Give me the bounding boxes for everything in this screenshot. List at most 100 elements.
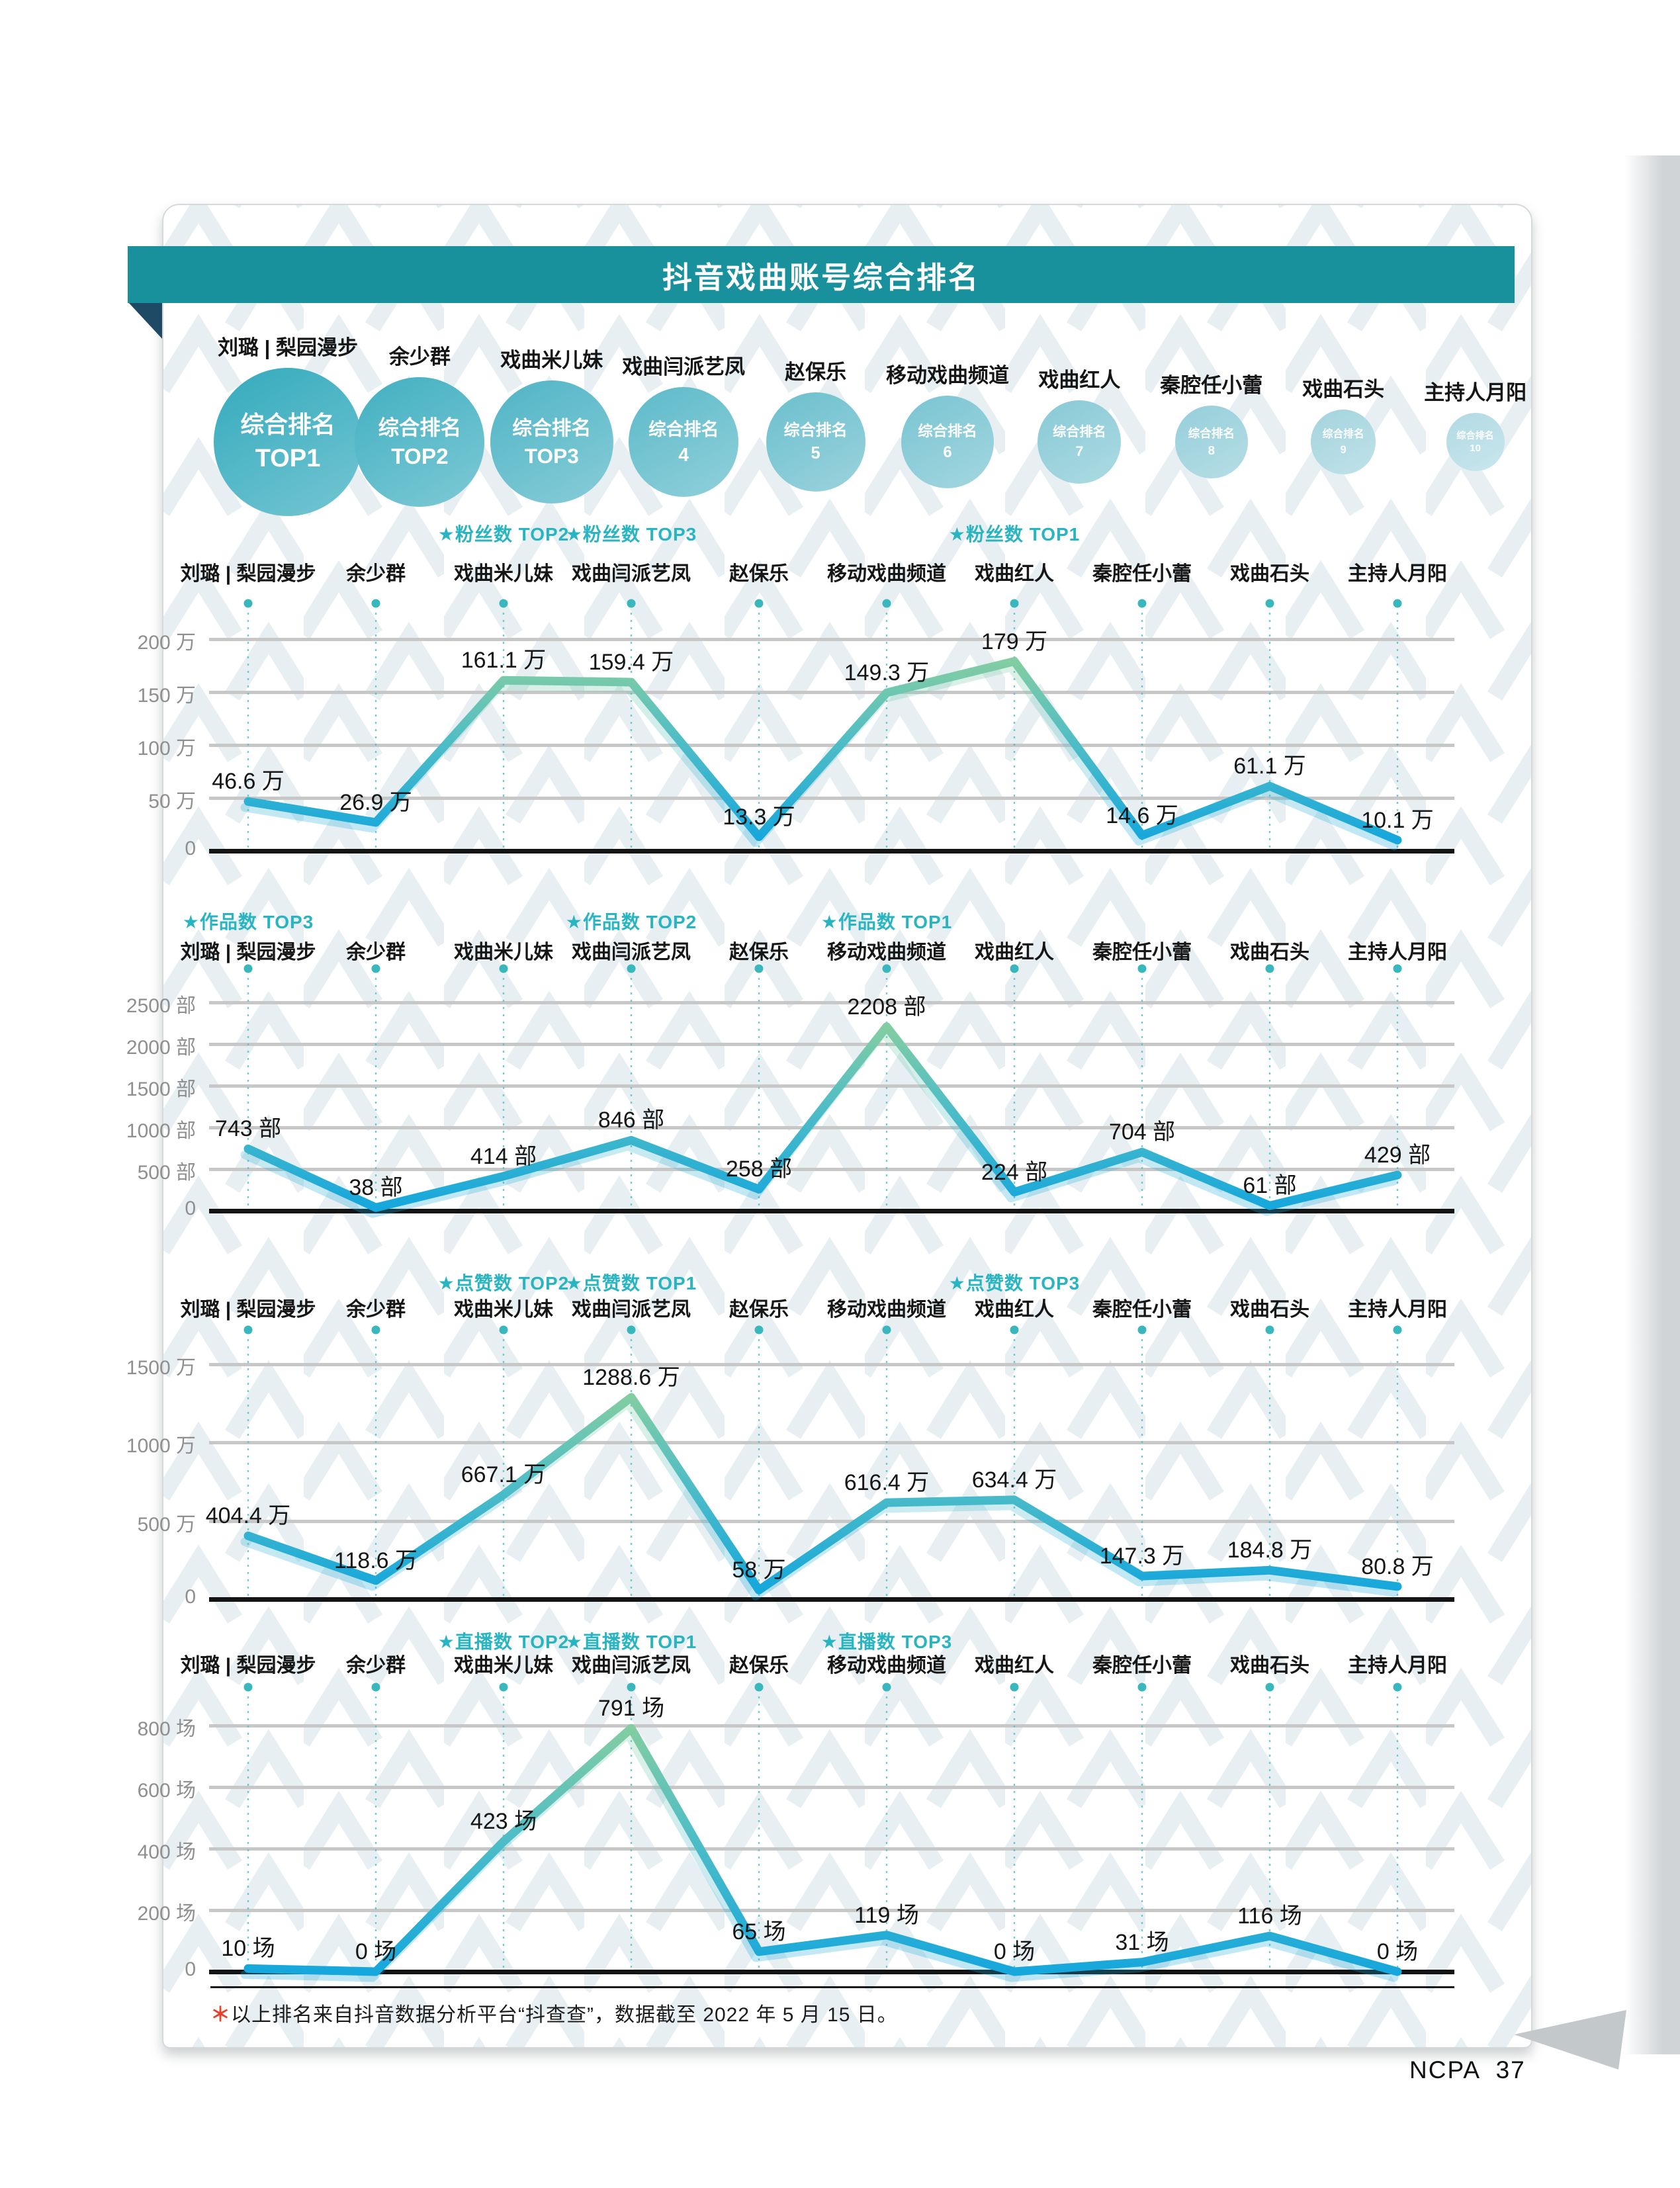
rank-circle-label: 综合排名 [1188, 427, 1235, 441]
chart-column-header: 秦腔任小蕾 [1092, 1655, 1192, 1677]
y-axis-tick-label: 100 万 [137, 738, 196, 760]
rank-circle-value: 5 [811, 443, 820, 462]
data-point-label: 161.1 万 [461, 648, 547, 674]
chart-gridline [209, 744, 1454, 747]
chart-top-badge: ★粉丝数 TOP1 [948, 524, 1081, 545]
rank-circle-value: TOP3 [524, 444, 579, 468]
chart-column-header: 刘璐 | 梨园漫步 [180, 563, 316, 585]
y-axis-tick-label: 0 [185, 838, 196, 859]
footnote-asterisk: ＊ [210, 2004, 231, 2026]
rank-circle-value: 10 [1470, 443, 1481, 455]
chart-column-header: 主持人月阳 [1348, 941, 1447, 963]
data-point-label: 0 场 [1376, 1939, 1419, 1964]
chart-column-header: 主持人月阳 [1348, 1655, 1447, 1677]
chart-column-header: 戏曲闫派艺凤 [572, 941, 691, 963]
chart-column-header: 戏曲石头 [1230, 563, 1309, 585]
rank-circle: 综合排名 TOP3 [490, 380, 613, 503]
data-point-label: 258 部 [725, 1157, 793, 1182]
chart-top-badge: ★作品数 TOP1 [820, 912, 953, 932]
chart-column-header: 赵保乐 [729, 1299, 789, 1321]
chart-column-header: 移动戏曲频道 [827, 1299, 946, 1321]
rank-circle-label: 综合排名 [918, 423, 977, 440]
data-point-label: 61 部 [1243, 1173, 1297, 1199]
y-axis-tick-label: 200 场 [137, 1903, 196, 1925]
chart-gridline [209, 1441, 1454, 1445]
data-point-label: 38 部 [349, 1175, 403, 1201]
account-name: 刘璐 | 梨园漫步 [218, 336, 358, 359]
chart-gridline [209, 1786, 1454, 1789]
chart-gridline [209, 1724, 1454, 1728]
chart-column-header: 戏曲闫派艺凤 [572, 563, 691, 585]
y-axis-tick-label: 0 [185, 1586, 196, 1608]
rank-circle: 综合排名 4 [629, 387, 739, 497]
data-point-label: 10 场 [221, 1936, 275, 1962]
chart-column-header: 刘璐 | 梨园漫步 [180, 1655, 316, 1677]
chart-top-badge: ★作品数 TOP3 [182, 912, 314, 932]
chart-column-header: 戏曲米儿妹 [454, 563, 553, 585]
chart-column-header: 赵保乐 [729, 1655, 789, 1677]
chart-column-header: 戏曲红人 [975, 941, 1054, 963]
chart-gridline [209, 691, 1454, 694]
rank-circle-label: 综合排名 [1322, 428, 1364, 440]
chart-column-header: 戏曲石头 [1230, 1655, 1309, 1677]
data-point-label: 58 万 [732, 1557, 786, 1583]
chart-top-badge: ★点赞数 TOP1 [565, 1273, 697, 1293]
rank-circle-value: 4 [678, 443, 689, 465]
account-name: 戏曲红人 [1038, 369, 1121, 392]
chart-column-header: 赵保乐 [729, 941, 789, 963]
account-name: 余少群 [388, 345, 451, 369]
chart-baseline [209, 1970, 1454, 1974]
chart-gridline [209, 1126, 1454, 1129]
rank-circle-label: 综合排名 [1456, 430, 1494, 441]
chart-column-header: 秦腔任小蕾 [1092, 941, 1192, 963]
y-axis-tick-label: 1000 万 [126, 1435, 196, 1458]
y-axis-tick-label: 400 场 [137, 1841, 196, 1863]
chart-column-header: 主持人月阳 [1348, 563, 1447, 585]
y-axis-tick-label: 800 场 [137, 1718, 196, 1740]
data-point-label: 149.3 万 [844, 660, 930, 686]
rank-circle-label: 综合排名 [240, 412, 335, 439]
title-bar: 抖音戏曲账号综合排名 [128, 246, 1515, 303]
data-point-label: 616.4 万 [844, 1470, 930, 1496]
data-point-label: 119 场 [854, 1902, 919, 1928]
chart-column-header: 戏曲红人 [975, 1655, 1054, 1677]
chart-column-header: 戏曲石头 [1230, 1299, 1309, 1321]
chart-column-header: 戏曲米儿妹 [454, 1655, 553, 1677]
data-point-label: 179 万 [981, 629, 1048, 654]
rank-circle-value: 9 [1340, 443, 1347, 456]
data-point-label: 743 部 [214, 1116, 282, 1142]
data-point-label: 404.4 万 [205, 1503, 291, 1529]
data-point-label: 14.6 万 [1106, 803, 1178, 828]
rank-circle-label: 综合排名 [512, 417, 592, 439]
chart-top-badge: ★直播数 TOP3 [820, 1632, 953, 1652]
rank-circle-value: 8 [1208, 443, 1215, 457]
data-point-label: 2208 部 [847, 994, 926, 1020]
chart-top-badge: ★粉丝数 TOP2 [437, 524, 570, 545]
account-name: 赵保乐 [785, 361, 847, 384]
data-point-label: 224 部 [981, 1159, 1048, 1185]
chart-top-badge: ★作品数 TOP2 [565, 912, 697, 932]
y-axis-tick-label: 150 万 [137, 685, 196, 707]
data-point-label: 846 部 [597, 1108, 665, 1133]
chart-column-header: 戏曲闫派艺凤 [572, 1655, 691, 1677]
data-point-label: 26.9 万 [339, 789, 412, 815]
chart-gridline [209, 1084, 1454, 1088]
chart-column-header: 主持人月阳 [1348, 1299, 1447, 1321]
chart-column-header: 余少群 [346, 1655, 406, 1677]
footnote: ＊以上排名来自抖音数据分析平台“抖查查”，数据截至 2022 年 5 月 15 … [210, 1998, 898, 2027]
chart-column-header: 余少群 [346, 563, 406, 585]
rank-circle-label: 综合排名 [378, 416, 462, 439]
rank-circle-value: 7 [1075, 443, 1084, 459]
page-edge-shadow [1624, 155, 1680, 2054]
data-point-label: 0 场 [993, 1939, 1036, 1964]
rank-circle-value: 6 [943, 443, 952, 461]
chart-gridline [209, 638, 1454, 641]
rank-circle: 综合排名 7 [1038, 400, 1122, 484]
chart-column-header: 移动戏曲频道 [827, 1655, 946, 1677]
data-point-label: 0 场 [355, 1939, 397, 1964]
data-point-label: 423 场 [470, 1809, 537, 1835]
data-point-label: 414 部 [470, 1143, 537, 1169]
y-axis-tick-label: 0 [185, 1958, 196, 1980]
data-point-label: 13.3 万 [723, 804, 795, 830]
chart-column-header: 戏曲红人 [975, 1299, 1054, 1321]
